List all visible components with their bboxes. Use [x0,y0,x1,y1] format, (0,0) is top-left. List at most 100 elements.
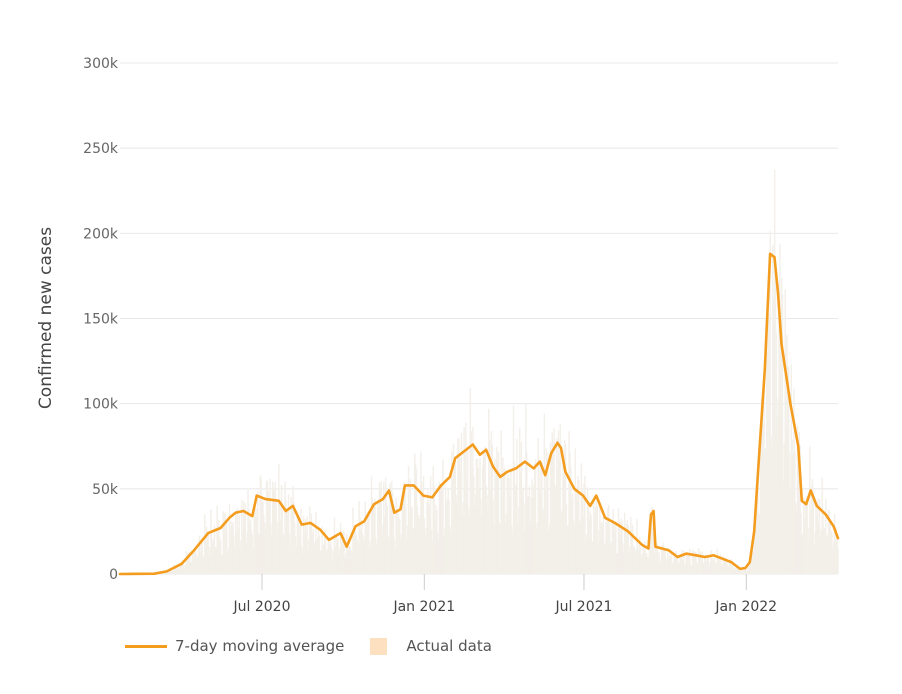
actual-data-bar [635,549,637,574]
actual-data-bar [458,457,461,574]
actual-data-bar [306,516,308,574]
actual-data-bar [714,563,717,574]
actual-data-bar [392,504,395,574]
actual-data-bar [320,550,322,574]
moving-average-line [118,252,840,576]
actual-data-bar [799,445,801,574]
actual-data-bar [405,507,407,574]
actual-data-bar [649,526,651,574]
actual-data-bar [539,461,541,574]
actual-data-bar [383,482,385,574]
actual-data-bar [741,566,743,574]
actual-data-bar [519,471,522,574]
actual-data-bar [600,524,602,574]
actual-data-bar [400,534,403,574]
actual-data-bar [438,481,441,574]
actual-data-bar [823,528,825,574]
actual-data-bar [424,535,426,574]
actual-data-bar [211,537,213,574]
actual-data-bar [442,459,444,574]
actual-data-bar [681,549,683,574]
actual-data-bar [510,469,512,574]
actual-data-bar [605,521,607,574]
actual-data-bar [804,504,807,574]
actual-data-bar [422,476,425,574]
actual-data-bar [360,530,362,574]
actual-data-bar [437,539,440,574]
actual-data-bar [675,550,677,574]
actual-data-bar [793,388,795,574]
actual-data-bar [177,568,180,574]
actual-data-bar [833,513,836,574]
actual-data-bar [562,450,564,574]
actual-data-bar [771,448,773,574]
actual-data-bar [246,531,248,574]
actual-data-bar [216,505,218,574]
actual-data-bar [296,513,299,574]
actual-data-bar [445,500,448,574]
actual-data-bar [666,561,668,574]
actual-data-bar [495,477,497,574]
actual-data-bar [487,510,489,574]
actual-data-bar [313,548,315,574]
actual-data-bar [653,534,655,574]
actual-data-bar [554,484,556,574]
actual-data-bar [654,547,657,574]
actual-data-bar [376,544,378,574]
actual-data-bar [305,531,307,574]
actual-data-bar [278,464,280,574]
actual-data-bar [585,542,587,574]
actual-data-bar [447,488,449,574]
actual-data-bar [258,534,261,574]
actual-data-bar [439,486,441,574]
y-tick-label: 100k [83,397,119,413]
actual-data-bar [522,487,524,574]
actual-data-bar [807,540,809,574]
actual-data-bar [623,551,625,574]
actual-data-bar [324,529,326,574]
actual-data-bar [465,422,467,574]
actual-data-bar [777,398,779,574]
actual-data-bar [713,557,716,574]
actual-data-bar [758,513,760,574]
actual-data-bar [453,463,456,574]
actual-data-bar [393,539,396,574]
actual-data-bar [545,448,547,574]
actual-data-bar [452,443,455,574]
actual-data-bar [780,277,783,574]
actual-data-bar [668,555,670,574]
actual-data-bar [512,405,515,574]
actual-data-bar [344,558,346,574]
actual-data-bar [482,452,485,574]
actual-data-bar [436,532,439,574]
actual-data-bar [829,522,831,574]
actual-data-bar [202,555,204,574]
actual-data-bar [690,565,693,574]
actual-data-bar [723,558,726,574]
actual-data-bar [511,533,514,574]
actual-data-bar [689,549,691,574]
actual-data-bar [238,515,240,574]
actual-data-bar [765,447,767,574]
actual-data-bar [590,514,592,574]
actual-data-bar [396,524,398,574]
actual-data-bar [773,299,775,574]
actual-data-bar [441,483,443,574]
actual-data-bar [819,538,822,574]
actual-data-bar [469,387,471,574]
actual-data-bar [189,562,192,574]
actual-data-bar [303,533,306,574]
actual-data-bar [606,515,608,574]
actual-data-bar [290,496,292,574]
actual-data-bar [641,554,643,574]
actual-data-bar [532,498,534,574]
actual-data-bar [786,335,788,574]
actual-data-bar [185,551,187,574]
actual-data-bar [292,485,294,574]
actual-data-bar [219,540,222,574]
actual-data-bar [363,536,366,574]
actual-data-bar [237,527,239,574]
actual-data-bar [466,448,469,574]
actual-data-bar [374,499,376,574]
actual-data-bar [412,530,414,574]
